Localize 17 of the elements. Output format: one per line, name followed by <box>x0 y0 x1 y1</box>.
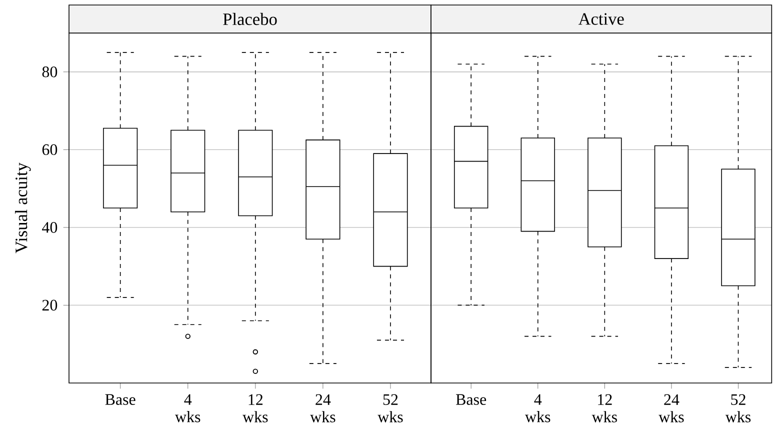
x-tick-label: 4 wks <box>525 394 550 422</box>
y-tick-label: 20 <box>42 300 58 311</box>
y-tick-label: 60 <box>42 144 58 156</box>
x-tick-label: 24 wks <box>310 394 336 422</box>
y-axis-title: Visual acuity <box>15 162 31 254</box>
x-tick-label: 12 wks <box>242 394 268 422</box>
x-tick-label: 24 wks <box>658 394 684 422</box>
chart-title: Placebo <box>223 12 277 26</box>
x-tick-label: Base <box>105 394 136 405</box>
x-tick-label: 4 wks <box>175 394 200 422</box>
x-tick-label: 12 wks <box>592 394 617 422</box>
y-tick-label: 80 <box>42 66 58 78</box>
x-tick-label: 52 wks <box>378 394 403 422</box>
x-tick-label: Base <box>456 394 486 405</box>
chart-title: Active <box>578 13 624 25</box>
y-tick-label: 40 <box>42 222 58 233</box>
x-tick-label: 52 wks <box>725 394 751 422</box>
